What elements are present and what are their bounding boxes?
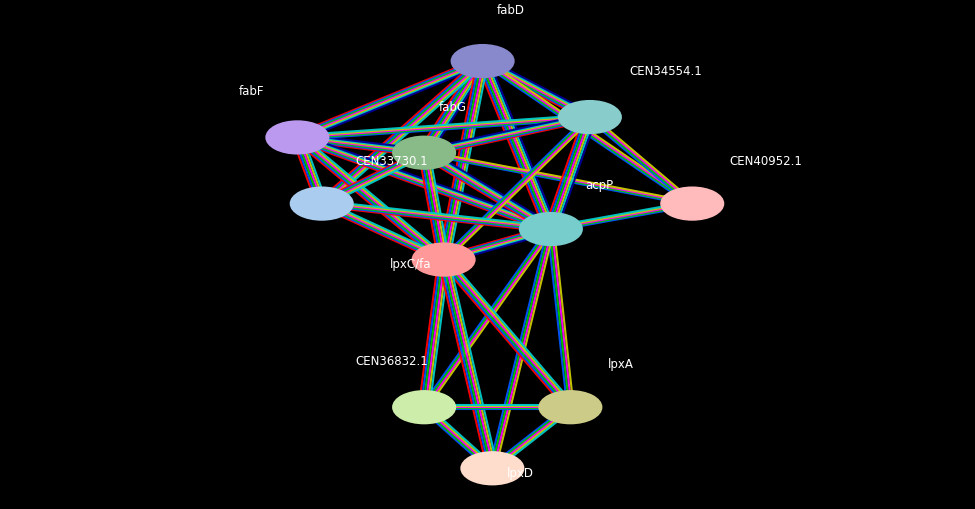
- Text: CEN40952.1: CEN40952.1: [729, 155, 802, 168]
- Text: fabD: fabD: [497, 4, 526, 17]
- Circle shape: [266, 121, 329, 154]
- Circle shape: [539, 391, 602, 423]
- Text: fabF: fabF: [239, 85, 264, 98]
- Text: CEN33730.1: CEN33730.1: [356, 155, 428, 168]
- Circle shape: [451, 45, 514, 77]
- Circle shape: [461, 452, 524, 485]
- Text: fabG: fabG: [439, 100, 467, 114]
- Text: CEN34554.1: CEN34554.1: [629, 65, 702, 78]
- Circle shape: [412, 243, 475, 276]
- Text: lpxC/fa: lpxC/fa: [390, 258, 432, 271]
- Text: lpxA: lpxA: [607, 357, 634, 371]
- Circle shape: [291, 187, 353, 220]
- Text: lpxD: lpxD: [507, 467, 534, 480]
- Circle shape: [393, 136, 455, 169]
- Text: acpP: acpP: [585, 179, 613, 192]
- Circle shape: [559, 101, 621, 133]
- Circle shape: [661, 187, 723, 220]
- Text: CEN36832.1: CEN36832.1: [356, 355, 429, 368]
- Circle shape: [393, 391, 455, 423]
- Circle shape: [520, 213, 582, 245]
